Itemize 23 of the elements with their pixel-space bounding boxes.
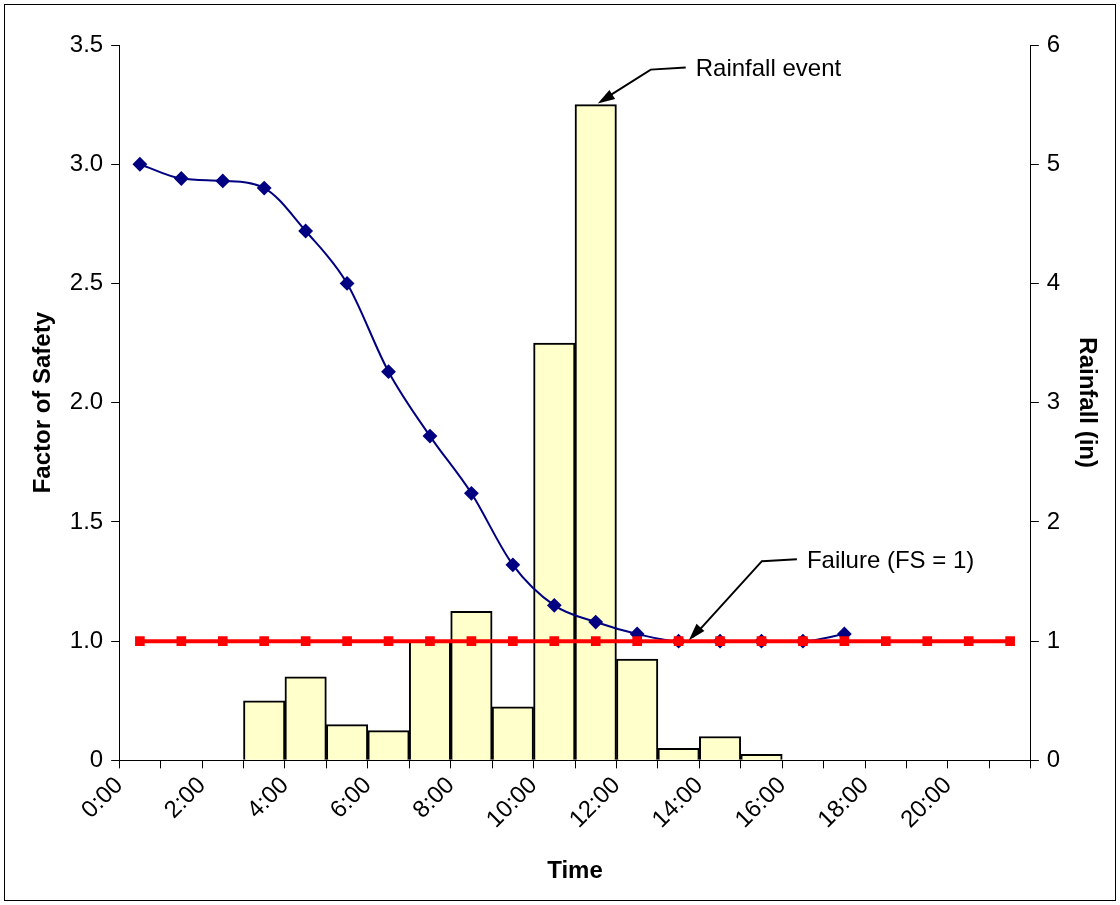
y2-tick-label: 6	[1046, 29, 1061, 57]
y-tick-label: 2.0	[69, 387, 104, 415]
y-tick-label: 3.5	[69, 29, 104, 57]
x-tick-label: 4:00	[241, 770, 294, 823]
y-tick-label: 0	[89, 744, 104, 772]
x-tick-label: 6:00	[323, 770, 377, 823]
y2-tick-label: 5	[1046, 148, 1061, 176]
annotation: Failure (FS = 1)	[806, 545, 975, 573]
x-axis-title: Time	[547, 856, 603, 884]
x-tick-label: 0:00	[75, 770, 128, 823]
y2-axis-title: Rainfall (in)	[1074, 337, 1102, 469]
y2-tick-label: 0	[1046, 744, 1061, 772]
y-axis-title: Factor of Safety	[28, 311, 56, 494]
y-tick-label: 1.0	[69, 625, 104, 653]
y2-tick-label: 3	[1046, 387, 1061, 415]
y2-tick-label: 2	[1046, 506, 1061, 534]
y-tick-label: 1.5	[69, 506, 104, 534]
y-tick-label: 2.5	[69, 268, 104, 296]
y2-tick-label: 4	[1046, 268, 1061, 296]
x-tick-label: 8:00	[406, 770, 459, 823]
y2-tick-label: 1	[1046, 625, 1061, 653]
annotation: Rainfall event	[695, 54, 842, 82]
y-tick-label: 3.0	[69, 148, 104, 176]
